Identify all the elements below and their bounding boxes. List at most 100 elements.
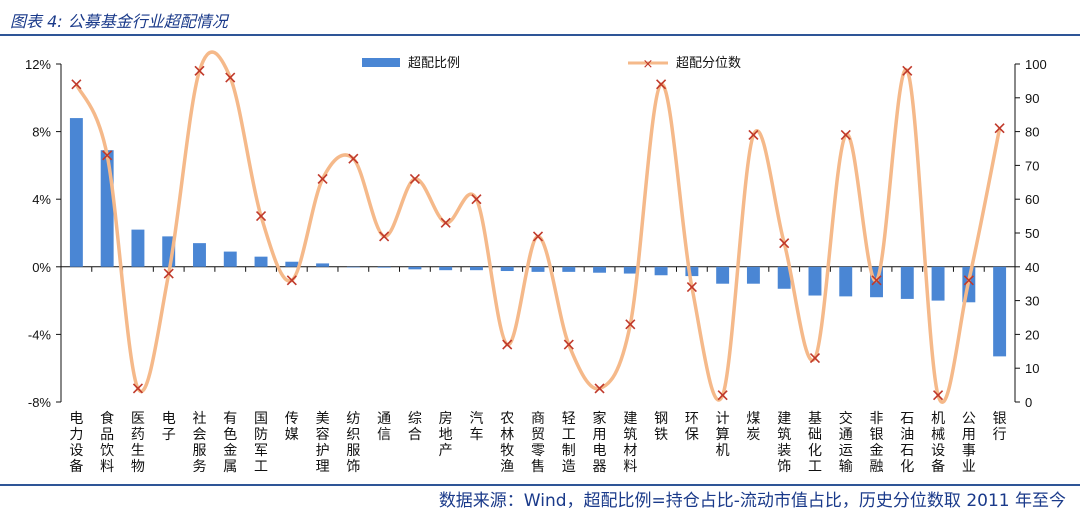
legend-bar-label: 超配比例 [408, 56, 460, 71]
category-label-13: 汽车 [469, 411, 483, 443]
marker-17 [594, 383, 605, 394]
marker-stroke [840, 129, 851, 141]
marker-stroke [409, 173, 420, 184]
marker-25 [840, 129, 851, 141]
marker-stroke [379, 231, 390, 242]
category-label-6: 国防军工 [254, 411, 268, 475]
bar-9 [346, 266, 360, 268]
marker-stroke [225, 72, 236, 83]
bar-5 [223, 251, 237, 267]
bar-19 [654, 266, 668, 276]
category-label-16: 轻工制造 [562, 411, 576, 475]
marker-stroke [532, 231, 544, 242]
marker-stroke [471, 194, 482, 205]
right-axis-tick-label: 70 [1025, 158, 1039, 173]
marker-16 [563, 339, 574, 350]
marker-stroke [194, 65, 205, 76]
marker-stroke [163, 268, 174, 279]
marker-2 [132, 383, 144, 394]
marker-stroke [102, 150, 113, 161]
marker-19 [656, 79, 667, 90]
category-label-19: 钢铁 [654, 411, 668, 443]
bar-8 [316, 263, 330, 267]
category-label-20: 环保 [685, 411, 699, 443]
category-label-14: 农林牧渔 [500, 411, 514, 475]
bar-25 [839, 266, 853, 297]
legend-line-label: 超配分位数 [676, 56, 741, 71]
category-label-25: 交通运输 [839, 410, 853, 475]
right-axis-tick-label: 20 [1025, 327, 1039, 342]
percentile-line [74, 50, 1002, 404]
marker-1 [102, 150, 113, 161]
bar-15 [531, 266, 545, 272]
category-label-26: 非银金融 [870, 411, 884, 475]
bar-series [69, 118, 1007, 357]
marker-29 [963, 275, 974, 286]
legend-line-marker: × [643, 57, 654, 72]
marker-8 [317, 173, 328, 184]
bar-18 [623, 266, 637, 274]
marker-24 [809, 352, 821, 364]
marker-stroke [963, 275, 974, 286]
marker-3 [163, 268, 174, 279]
bar-23 [777, 266, 791, 289]
bar-20 [685, 266, 699, 277]
marker-6 [255, 211, 267, 222]
marker-4 [194, 65, 205, 76]
bar-2 [131, 229, 145, 267]
marker-stroke [902, 65, 913, 76]
category-label-8: 美容护理 [316, 411, 330, 475]
left-axis-tick-label: -4% [28, 327, 52, 342]
marker-stroke [625, 319, 636, 330]
category-label-29: 公用事业 [962, 411, 976, 475]
marker-stroke [348, 153, 359, 164]
right-axis-tick-label: 60 [1025, 192, 1039, 207]
bar-12 [439, 266, 453, 271]
category-labels: 电力设备 食品饮料 医药生物 电子 社会服务 有色金属 国防军工 传媒 美容护理 纺织服饰 通信综合… [69, 410, 1006, 475]
title-rule [0, 34, 1080, 36]
bar-30 [993, 266, 1007, 357]
marker-12 [440, 217, 451, 228]
bar-13 [469, 266, 483, 271]
bar-14 [500, 266, 514, 272]
left-axis-tick-label: 4% [32, 192, 51, 207]
marker-stroke [656, 79, 667, 90]
category-label-23: 建筑装饰 [777, 411, 791, 475]
marker-stroke [440, 217, 451, 228]
category-label-21: 计算机 [716, 411, 730, 459]
category-label-2: 医药生物 [131, 411, 145, 475]
right-axis-tick-label: 30 [1025, 294, 1039, 309]
category-label-22: 煤炭 [746, 411, 760, 443]
marker-stroke [809, 352, 821, 364]
category-label-24: 基础化工 [808, 410, 822, 475]
category-label-27: 石油石化 [900, 411, 914, 475]
marker-18 [625, 319, 636, 330]
marker-stroke [71, 79, 82, 90]
marker-stroke [563, 339, 574, 350]
marker-stroke [871, 275, 882, 286]
chart-title: 图表 4: 公募基金行业超配情况 [10, 12, 228, 31]
left-axis-tick-label: 12% [25, 57, 51, 72]
category-label-30: 银行 [993, 411, 1007, 443]
bar-27 [900, 266, 914, 299]
legend-bar-swatch [362, 58, 400, 67]
bar-7 [285, 261, 299, 267]
legend: 超配比例 × 超配分位数 [362, 56, 741, 72]
left-axis-tick-label: 0% [32, 260, 51, 275]
marker-11 [409, 173, 420, 184]
category-label-0: 电力设备 [69, 411, 83, 475]
marker-stroke [686, 282, 697, 293]
marker-stroke [594, 383, 605, 394]
percentile-markers [71, 65, 1005, 401]
category-label-10: 通信 [377, 411, 391, 443]
bar-24 [808, 266, 822, 296]
marker-22 [748, 129, 759, 141]
category-label-12: 房地产 [439, 411, 453, 459]
source-note: 数据来源：Wind，超配比例=持仓占比-流动市值占比，历史分位数取 2011 年… [438, 491, 1066, 511]
bar-11 [408, 266, 422, 270]
marker-stroke [132, 383, 144, 394]
marker-stroke [994, 123, 1005, 134]
bar-10 [377, 266, 391, 268]
bar-17 [593, 266, 607, 273]
right-axis-tick-label: 10 [1025, 361, 1039, 376]
